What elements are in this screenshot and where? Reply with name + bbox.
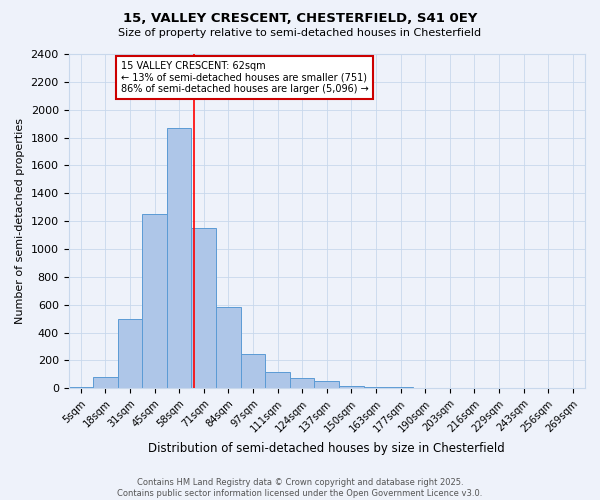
Bar [142, 214, 167, 388]
Bar [265, 372, 290, 388]
Bar [314, 382, 339, 388]
Bar [68, 387, 93, 388]
Bar [216, 307, 241, 388]
Text: Size of property relative to semi-detached houses in Chesterfield: Size of property relative to semi-detach… [118, 28, 482, 38]
Bar [93, 377, 118, 388]
Text: Contains HM Land Registry data © Crown copyright and database right 2025.
Contai: Contains HM Land Registry data © Crown c… [118, 478, 482, 498]
Bar [191, 228, 216, 388]
Y-axis label: Number of semi-detached properties: Number of semi-detached properties [15, 118, 25, 324]
Bar [241, 354, 265, 388]
Bar [290, 378, 314, 388]
Bar [118, 318, 142, 388]
Bar [364, 387, 388, 388]
Text: 15, VALLEY CRESCENT, CHESTERFIELD, S41 0EY: 15, VALLEY CRESCENT, CHESTERFIELD, S41 0… [123, 12, 477, 26]
X-axis label: Distribution of semi-detached houses by size in Chesterfield: Distribution of semi-detached houses by … [148, 442, 505, 455]
Text: 15 VALLEY CRESCENT: 62sqm
← 13% of semi-detached houses are smaller (751)
86% of: 15 VALLEY CRESCENT: 62sqm ← 13% of semi-… [121, 61, 368, 94]
Bar [167, 128, 191, 388]
Bar [339, 386, 364, 388]
Bar [388, 387, 413, 388]
